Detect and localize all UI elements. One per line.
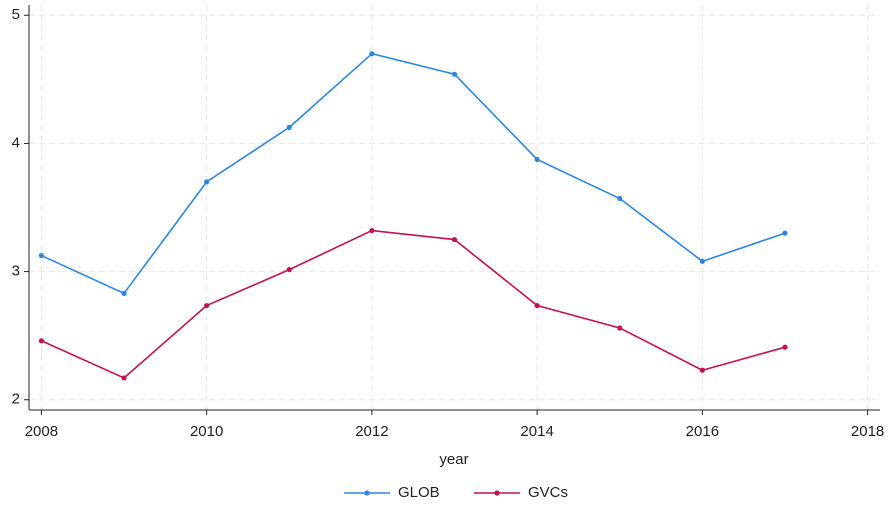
series-line: [41, 52, 786, 295]
data-point: [782, 230, 788, 236]
legend-label: GVCs: [528, 484, 568, 501]
legend-label: GLOB: [398, 484, 440, 501]
x-axis-label: year: [439, 451, 468, 468]
y-tick-label: 2: [12, 391, 20, 408]
legend: GLOB GVCs: [344, 484, 568, 501]
data-point: [121, 375, 127, 381]
data-point: [38, 252, 44, 259]
data-point: [369, 227, 375, 234]
data-point: [451, 71, 458, 77]
data-point: [451, 236, 458, 243]
x-tick-label: 2012: [355, 423, 388, 440]
y-tick-label: 3: [12, 263, 20, 280]
data-point: [369, 51, 375, 57]
data-point: [534, 302, 540, 309]
legend-marker: [494, 490, 500, 496]
data-point: [699, 367, 705, 373]
legend-marker: [364, 490, 370, 496]
x-tick-label: 2016: [686, 423, 719, 440]
data-point: [782, 344, 788, 350]
y-tick-label: 4: [12, 134, 20, 151]
x-tick-label: 2014: [520, 423, 553, 440]
series-line: [41, 229, 786, 379]
x-tick-label: 2018: [851, 423, 884, 440]
data-point: [286, 124, 292, 130]
data-point: [699, 258, 705, 264]
data-point: [617, 325, 623, 331]
x-tick-label: 2008: [25, 423, 58, 440]
data-point: [121, 290, 127, 296]
data-point: [204, 302, 210, 309]
data-point: [204, 179, 210, 185]
y-tick-label: 5: [12, 6, 20, 23]
data-point: [286, 267, 292, 273]
data-point: [534, 156, 540, 163]
data-point: [617, 195, 623, 202]
x-tick-label: 2010: [190, 423, 223, 440]
data-point: [38, 338, 44, 344]
